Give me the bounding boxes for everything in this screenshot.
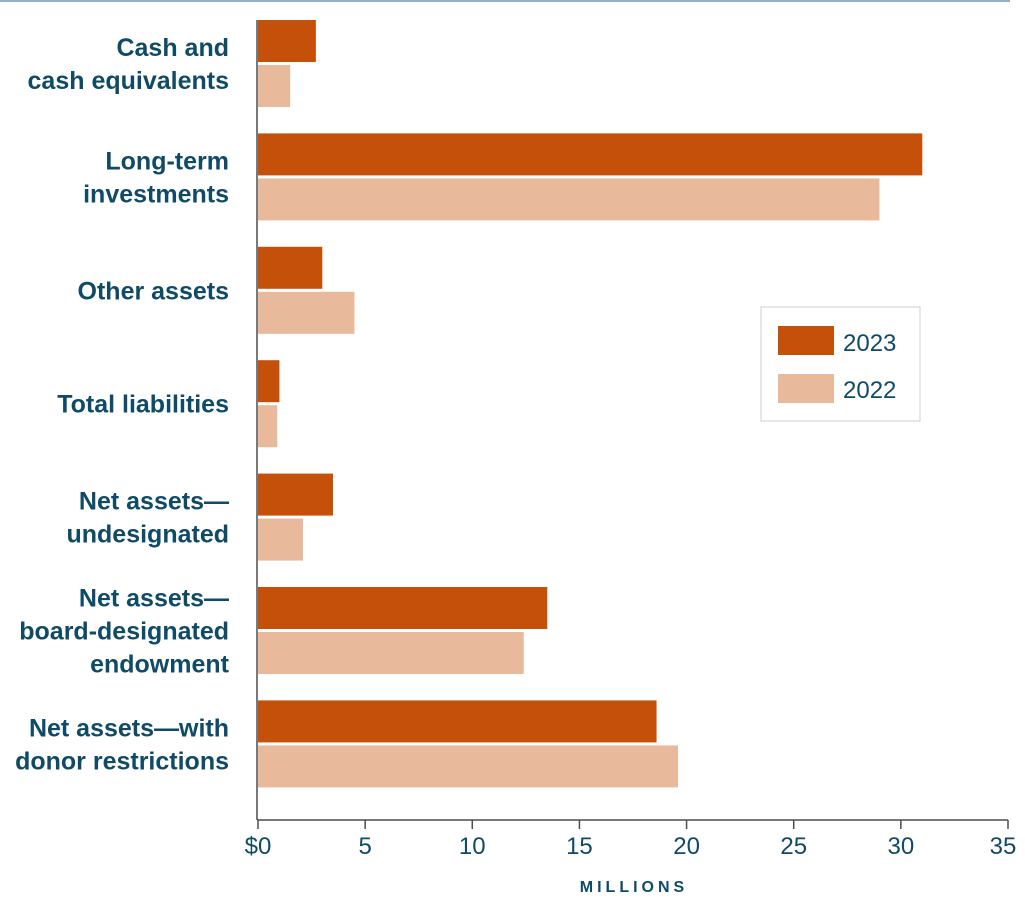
bar-2022-cat-0 [258,65,291,107]
bar-2023-cat-5 [258,587,548,629]
category-label: Cash and [116,34,229,62]
x-tick-label: 10 [459,833,486,860]
bar-2023-cat-6 [258,700,657,743]
bar-2022-cat-5 [258,632,524,674]
x-tick-label: 15 [566,833,593,860]
category-label: Net assets— [79,585,229,613]
legend: 2023 2022 [760,306,921,422]
category-label: Total liabilities [57,391,229,419]
legend-swatch-2022 [778,374,834,403]
legend-swatch-2023 [778,326,834,355]
x-tick-label: 25 [780,833,807,860]
category-label: Other assets [78,277,229,305]
bar-2022-cat-6 [258,745,678,788]
bar-2022-cat-2 [258,291,355,334]
x-tick-label: $0 [245,833,272,860]
x-tick-label: 5 [358,833,371,860]
bar-2022-cat-1 [258,178,880,221]
category-label: undesignated [66,521,229,549]
category-label: endowment [90,651,230,679]
category-label: investments [83,180,229,208]
category-label: Net assets— [79,488,229,516]
bar-2023-cat-0 [258,20,316,62]
x-axis-ticks: $0 5 10 15 20 25 30 35 [245,820,1017,860]
category-label: donor restrictions [15,747,229,775]
bar-2023-cat-2 [258,246,323,289]
category-label: Long-term [105,147,229,175]
bar-2022-cat-3 [258,405,278,448]
bar-2023-cat-4 [258,473,333,516]
x-tick-label: 30 [888,833,915,860]
legend-label-2023: 2023 [843,330,896,357]
category-label: board-designated [19,618,229,646]
category-label: Net assets—with [29,714,229,742]
x-tick-label: 35 [990,833,1017,860]
legend-label-2022: 2022 [843,377,896,404]
x-axis-title: MILLIONS [580,879,688,896]
bars-layer [258,20,923,788]
bar-2022-cat-4 [258,518,303,561]
bar-2023-cat-3 [258,360,280,403]
category-labels: Cash and cash equivalents Long-term investm… [15,34,230,775]
bar-2023-cat-1 [258,133,923,176]
x-tick-label: 20 [673,833,700,860]
category-label: cash equivalents [28,67,229,95]
